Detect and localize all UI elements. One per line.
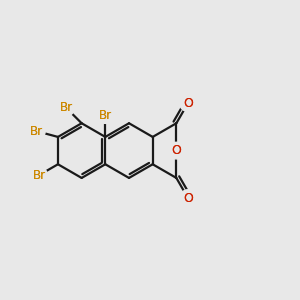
- Text: O: O: [183, 97, 193, 110]
- Text: Br: Br: [60, 101, 73, 114]
- Circle shape: [31, 167, 47, 184]
- Circle shape: [97, 107, 114, 123]
- Circle shape: [28, 123, 45, 140]
- Circle shape: [180, 95, 196, 111]
- Text: O: O: [171, 144, 181, 157]
- Text: Br: Br: [99, 109, 112, 122]
- Text: O: O: [183, 97, 193, 110]
- Text: O: O: [171, 144, 181, 157]
- Text: Br: Br: [30, 125, 44, 138]
- Circle shape: [168, 142, 185, 159]
- Text: Br: Br: [32, 169, 46, 182]
- Text: O: O: [183, 192, 193, 205]
- Text: O: O: [183, 192, 193, 205]
- Text: Br: Br: [32, 169, 46, 182]
- Circle shape: [180, 190, 196, 206]
- Text: Br: Br: [99, 109, 112, 122]
- Text: Br: Br: [30, 125, 44, 138]
- Text: Br: Br: [60, 101, 73, 114]
- Circle shape: [58, 100, 74, 116]
